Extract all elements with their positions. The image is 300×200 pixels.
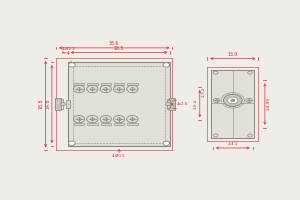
Circle shape bbox=[248, 134, 252, 137]
Bar bbox=[55, 98, 61, 110]
Bar bbox=[68, 62, 170, 146]
Circle shape bbox=[163, 63, 170, 67]
Text: 26.5: 26.5 bbox=[114, 46, 124, 51]
Circle shape bbox=[127, 115, 138, 123]
Text: 38.6: 38.6 bbox=[109, 41, 119, 46]
Text: 18.8: 18.8 bbox=[39, 99, 44, 109]
Bar bbox=[114, 83, 124, 85]
Bar bbox=[114, 123, 124, 125]
Circle shape bbox=[228, 97, 238, 104]
Bar bbox=[169, 98, 175, 110]
Circle shape bbox=[74, 115, 85, 123]
Circle shape bbox=[166, 103, 170, 106]
Circle shape bbox=[130, 118, 135, 121]
Circle shape bbox=[90, 118, 94, 121]
Circle shape bbox=[224, 94, 242, 107]
Bar bbox=[74, 123, 84, 125]
Circle shape bbox=[213, 134, 218, 137]
Text: 2-3.2: 2-3.2 bbox=[201, 86, 206, 97]
Circle shape bbox=[246, 98, 252, 103]
Circle shape bbox=[113, 115, 125, 123]
Text: 13.9: 13.9 bbox=[228, 52, 238, 57]
Circle shape bbox=[130, 88, 135, 90]
Circle shape bbox=[69, 141, 75, 145]
Circle shape bbox=[117, 118, 121, 121]
Bar bbox=[73, 66, 165, 143]
Text: 14.8: 14.8 bbox=[45, 99, 50, 109]
Text: 4-Ø0.5: 4-Ø0.5 bbox=[112, 154, 126, 158]
Circle shape bbox=[77, 88, 81, 90]
Bar bbox=[167, 99, 169, 109]
Text: 2-8.99: 2-8.99 bbox=[267, 98, 271, 110]
Bar bbox=[212, 70, 254, 138]
Circle shape bbox=[87, 115, 98, 123]
Bar bbox=[101, 83, 111, 85]
Text: 2-4.1: 2-4.1 bbox=[228, 142, 238, 146]
Circle shape bbox=[69, 63, 75, 67]
Circle shape bbox=[127, 85, 138, 93]
Circle shape bbox=[100, 115, 111, 123]
Circle shape bbox=[213, 98, 220, 103]
Bar bbox=[61, 99, 63, 109]
Bar bbox=[101, 123, 111, 125]
Circle shape bbox=[74, 85, 85, 93]
Text: 2-6.4: 2-6.4 bbox=[194, 99, 198, 109]
Circle shape bbox=[104, 118, 108, 121]
Circle shape bbox=[215, 100, 218, 101]
Circle shape bbox=[248, 71, 252, 74]
Bar bbox=[167, 100, 170, 108]
Bar bbox=[127, 123, 138, 125]
Circle shape bbox=[213, 71, 218, 74]
Circle shape bbox=[77, 118, 81, 121]
Circle shape bbox=[87, 85, 98, 93]
Bar bbox=[87, 83, 98, 85]
Circle shape bbox=[61, 103, 65, 106]
Bar bbox=[127, 83, 138, 85]
Circle shape bbox=[100, 85, 111, 93]
Circle shape bbox=[163, 141, 170, 145]
Circle shape bbox=[90, 88, 94, 90]
Bar bbox=[66, 100, 70, 108]
Text: 4x2.5: 4x2.5 bbox=[176, 102, 188, 106]
Circle shape bbox=[104, 88, 108, 90]
Circle shape bbox=[113, 85, 125, 93]
Text: 4-Ø2.3
thru: 4-Ø2.3 thru bbox=[62, 47, 76, 62]
Circle shape bbox=[231, 99, 235, 102]
Circle shape bbox=[117, 88, 121, 90]
Bar bbox=[74, 83, 84, 85]
Circle shape bbox=[248, 100, 250, 101]
Bar bbox=[87, 123, 98, 125]
